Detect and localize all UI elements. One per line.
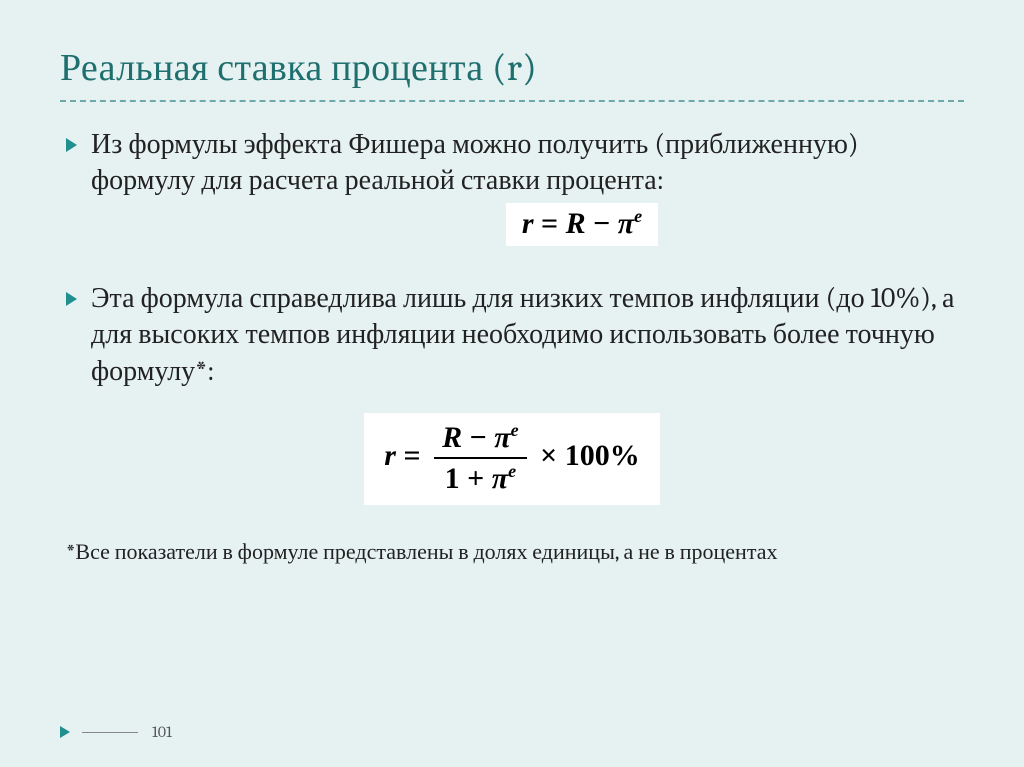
page-number: 101 <box>152 723 172 741</box>
bullet-item: Эта формула справедлива лишь для низких … <box>60 280 964 389</box>
formula-pi: πe <box>618 207 642 240</box>
bullet-marker-icon <box>66 292 77 306</box>
formula-full-row: r = R − πe 1 + πe × 100% <box>60 413 964 505</box>
slide-title: Реальная ставка процента (r) <box>60 46 964 90</box>
equals-sign: = <box>541 207 558 240</box>
footer-marker-icon <box>60 726 70 738</box>
formula-lhs: r <box>384 439 396 472</box>
footnote-text: *Все показатели в формуле представлены в… <box>66 539 964 565</box>
title-divider <box>60 100 964 102</box>
formula-lhs: r <box>522 207 534 240</box>
slide-footer: 101 <box>60 723 172 741</box>
bullet-text: Из формулы эффекта Фишера можно получить… <box>91 126 964 199</box>
formula-R: R <box>566 207 586 240</box>
fraction-denominator: 1 + πe <box>434 459 527 495</box>
times-sign: × <box>540 439 557 472</box>
footer-line <box>82 732 138 733</box>
bullet-marker-icon <box>66 138 77 152</box>
hundred-percent: 100% <box>565 439 640 472</box>
formula-simple: r = R − πe <box>506 203 658 246</box>
formula-full: r = R − πe 1 + πe × 100% <box>364 413 659 505</box>
fraction: R − πe 1 + πe <box>434 421 527 495</box>
equals-sign: = <box>403 439 420 472</box>
formula-simple-row: r = R − πe <box>200 203 964 246</box>
bullet-text: Эта формула справедлива лишь для низких … <box>91 280 964 389</box>
fraction-numerator: R − πe <box>434 421 527 459</box>
minus-sign: − <box>593 207 610 240</box>
bullet-item: Из формулы эффекта Фишера можно получить… <box>60 126 964 199</box>
